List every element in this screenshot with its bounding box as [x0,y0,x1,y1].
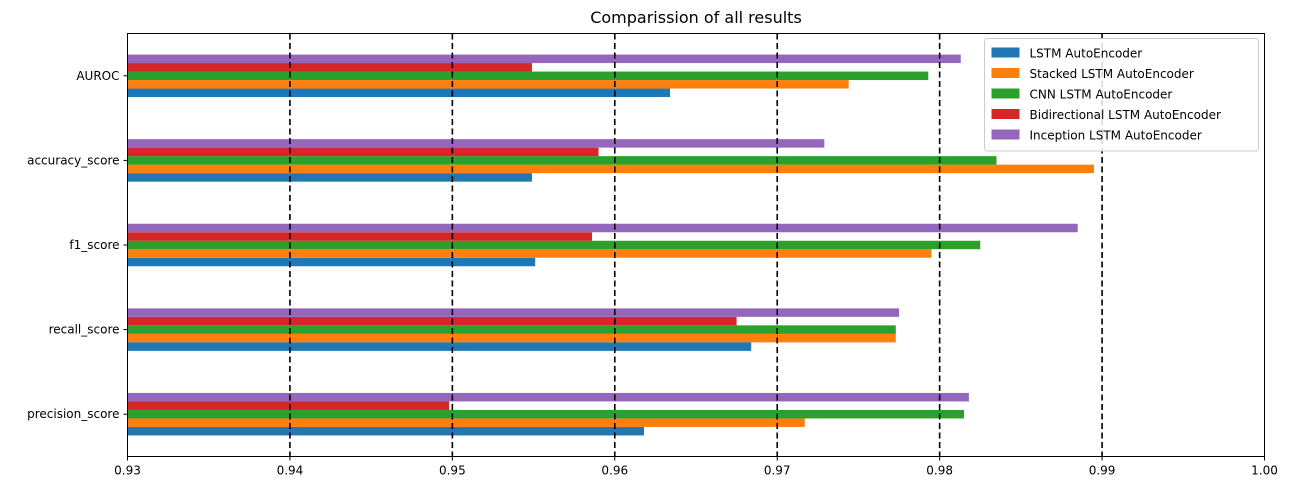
legend-swatch [991,109,1020,119]
bar-recall_score-1 [127,342,752,351]
x-tick-label: 0.97 [764,464,791,478]
bar-f1_score-2 [127,249,932,258]
y-tick-label: accuracy_score [27,153,119,167]
x-tick-label: 0.96 [601,464,628,478]
legend-label: CNN LSTM AutoEncoder [1030,88,1173,102]
bar-accuracy_score-5 [127,139,825,148]
bar-accuracy_score-3 [127,156,997,165]
legend-swatch [991,129,1020,140]
x-tick-label: 0.94 [277,464,304,478]
bar-f1_score-1 [127,257,536,267]
bar-AUROC-2 [127,80,849,89]
x-tick-label: 0.98 [926,464,953,478]
y-tick-label: AUROC [76,69,119,83]
bar-AUROC-4 [127,63,532,72]
legend-label: LSTM AutoEncoder [1030,47,1143,61]
legend-label: Inception LSTM AutoEncoder [1030,129,1202,143]
bar-precision_score-1 [127,426,645,436]
bar-precision_score-3 [127,409,965,419]
x-axis: 0.93 0.94 0.95 0.96 0.97 0.98 0.99 1.00 [114,456,1278,478]
bar-precision_score-4 [127,401,450,410]
x-tick-label: 1.00 [1251,464,1278,478]
bar-precision_score-5 [127,392,969,402]
bar-AUROC-1 [127,88,671,98]
y-tick-label: precision_score [27,407,119,421]
bar-precision_score-2 [127,418,805,427]
bar-accuracy_score-4 [127,147,599,157]
bar-AUROC-5 [127,54,961,64]
x-tick-label: 0.95 [439,464,466,478]
legend-swatch [991,47,1020,58]
bar-recall_score-5 [127,308,900,317]
bars-layer [127,54,1094,436]
y-tick-label: recall_score [49,323,120,337]
legend: LSTM AutoEncoder Stacked LSTM AutoEncoder… [984,38,1259,152]
legend-swatch [991,88,1020,99]
bar-recall_score-4 [127,316,737,326]
bar-recall_score-3 [127,325,896,334]
bar-f1_score-5 [127,223,1078,233]
legend-swatch [991,68,1020,78]
x-tick-label: 0.93 [114,464,141,478]
bar-f1_score-3 [127,240,981,250]
y-axis: precision_score recall_score f1_score accur… [27,69,128,421]
y-tick-label: f1_score [69,238,119,252]
x-tick-label: 0.99 [1089,464,1116,478]
bar-f1_score-4 [127,232,593,241]
legend-label: Stacked LSTM AutoEncoder [1030,67,1194,81]
bar-AUROC-3 [127,71,929,81]
legend-box [984,38,1259,152]
chart-title: Comparission of all results [590,8,802,27]
bar-recall_score-2 [127,333,896,343]
bar-accuracy_score-2 [127,164,1094,174]
bar-accuracy_score-1 [127,173,532,182]
legend-label: Bidirectional LSTM AutoEncoder [1030,108,1221,122]
